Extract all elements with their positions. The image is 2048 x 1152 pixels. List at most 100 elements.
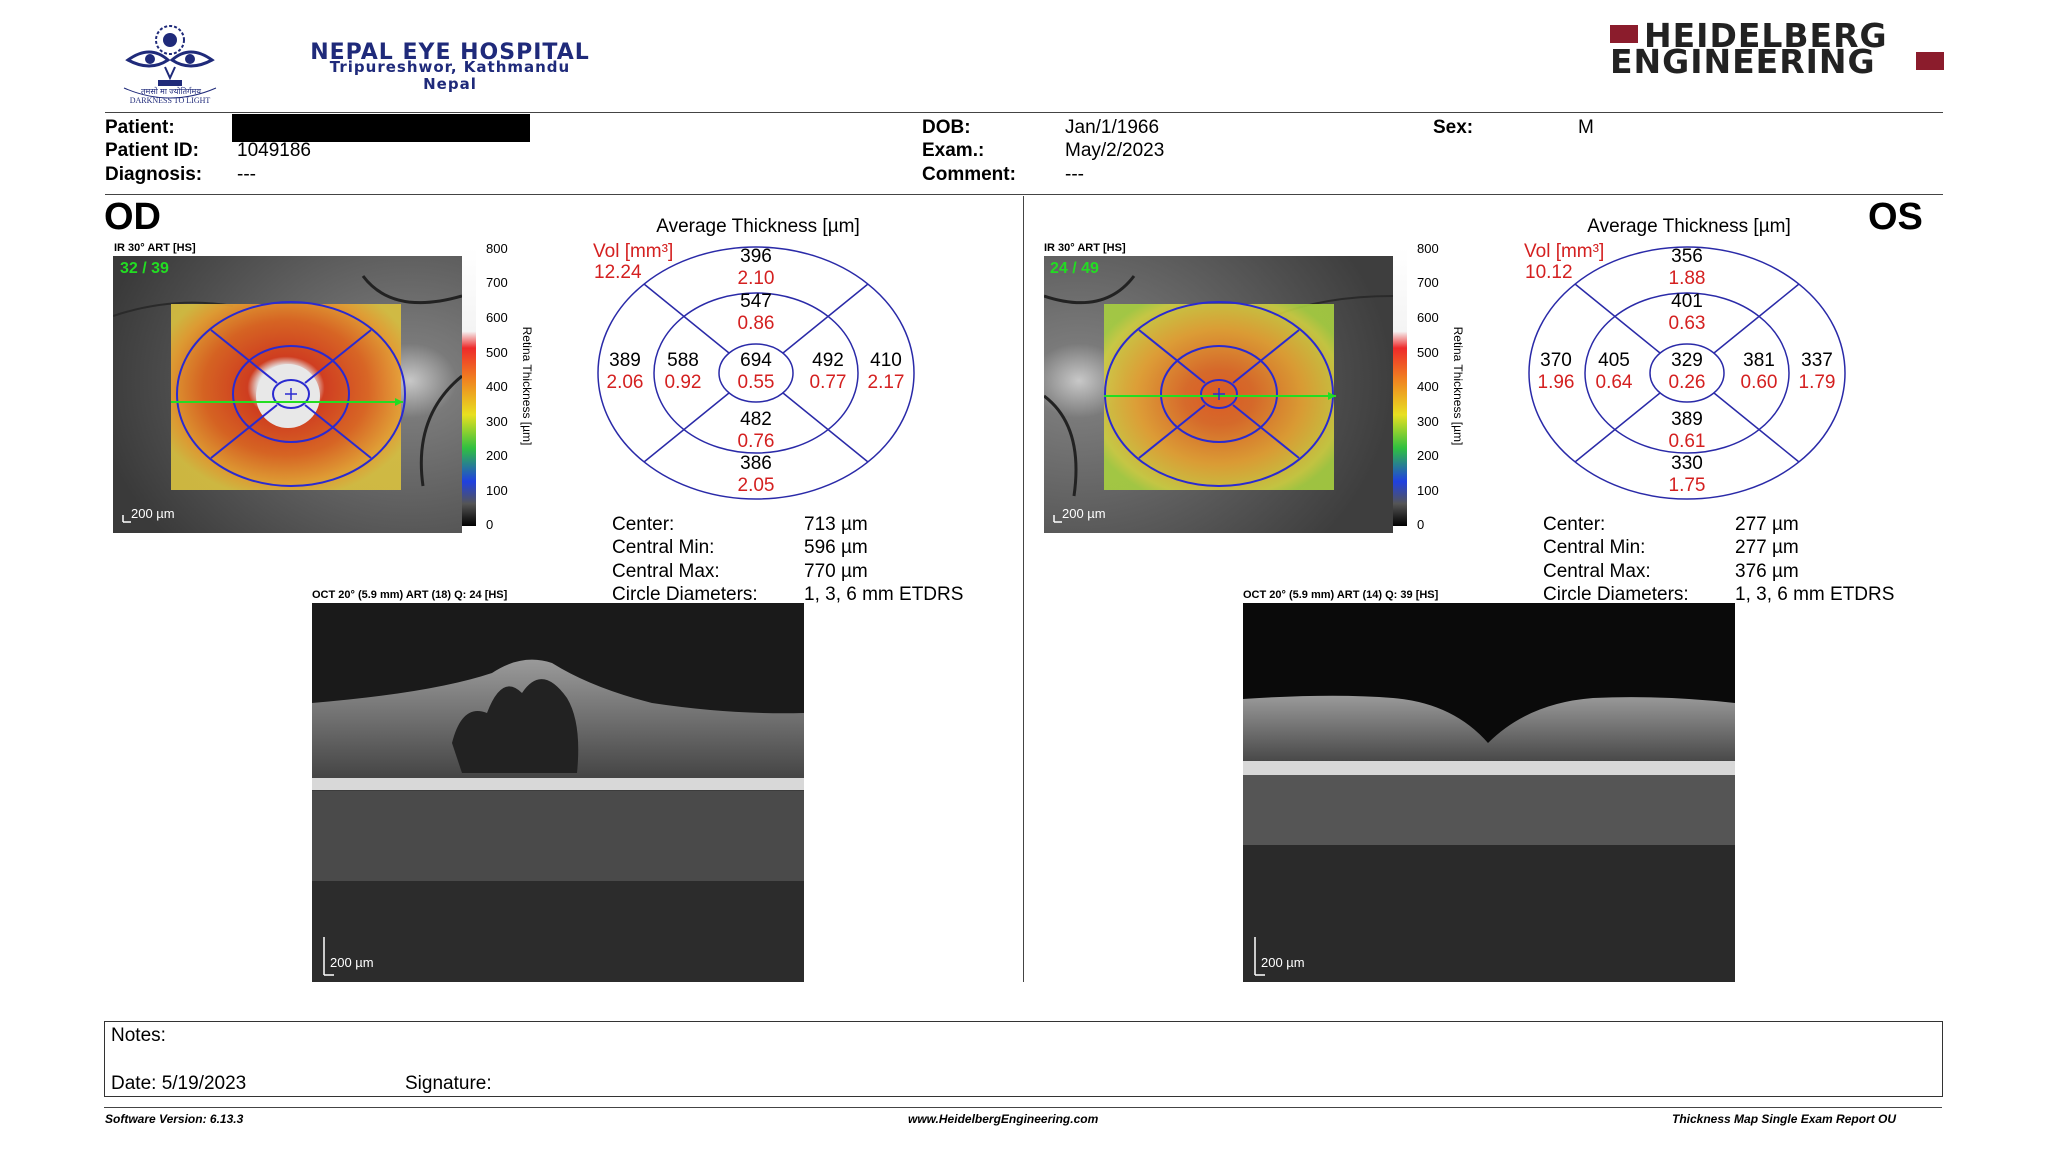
hospital-address: Tripureshwor, Kathmandu [329, 58, 571, 76]
os-stat-value: 1, 3, 6 mm ETDRS [1735, 584, 1895, 605]
comment-label: Comment: [922, 164, 1016, 185]
os-etdrs-grid [1527, 245, 1847, 502]
os-center-thickness: 329 [1671, 350, 1703, 371]
brand-line2: ENGINEERING [1610, 42, 1876, 81]
od-stat-value: 1, 3, 6 mm ETDRS [804, 584, 964, 605]
os-colorbar [1393, 248, 1407, 526]
footer-divider [104, 1107, 1942, 1108]
od-oct-label: OCT 20° (5.9 mm) ART (18) Q: 24 [HS] [312, 589, 508, 601]
notes-box[interactable] [104, 1021, 1943, 1097]
od-side-label: OD [104, 196, 161, 238]
od-stat-row: Central Min: [612, 537, 714, 559]
od-outer-bottom-volume: 2.05 [737, 475, 775, 496]
od-outer-left: 389 2.06 [600, 350, 650, 394]
os-side-label: OS [1868, 196, 1923, 238]
os-inner-top-volume: 0.63 [1668, 313, 1706, 334]
os-ir-label: IR 30° ART [HS] [1044, 242, 1126, 254]
os-stat-row: Center: [1543, 514, 1605, 536]
od-center-volume: 0.55 [737, 372, 775, 393]
sex-value: M [1578, 117, 1594, 138]
od-outer-left-thickness: 389 [609, 350, 641, 371]
od-vol-label: Vol [mm³] [593, 241, 674, 262]
od-ir-label: IR 30° ART [HS] [114, 242, 196, 254]
od-tick-600: 600 [486, 310, 508, 325]
footer-url[interactable]: www.HeidelbergEngineering.com [908, 1112, 1099, 1126]
od-stat-label: Circle Diameters: [612, 584, 758, 605]
od-colorbar-ticks: 800 700 600 500 400 300 200 100 0 [480, 241, 520, 541]
os-stat-row: Central Max: [1543, 561, 1651, 583]
date-label: Date: 5/19/2023 [111, 1073, 247, 1094]
os-inner-bottom: 389 0.61 [1662, 409, 1712, 453]
sex-label: Sex: [1433, 117, 1474, 138]
os-stat-label: Central Min: [1543, 537, 1646, 558]
od-vol-value: 12.24 [594, 262, 642, 283]
od-inner-bottom-thickness: 482 [740, 409, 772, 430]
notes-label: Notes: [111, 1025, 166, 1046]
od-outer-top-thickness: 396 [740, 246, 772, 267]
patient-id-value: 1049186 [237, 140, 311, 161]
od-stat-row: Circle Diameters: [612, 584, 758, 606]
brand-block-top [1610, 25, 1638, 43]
os-stat-value: 277 µm [1735, 514, 1799, 535]
os-stat-value: 277 µm [1735, 537, 1799, 558]
os-center: 329 0.26 [1662, 350, 1712, 394]
od-oct-scale: 200 µm [330, 955, 374, 970]
os-inner-top-thickness: 401 [1671, 291, 1703, 312]
od-stat-row: Central Max: [612, 561, 720, 583]
od-frame-counter: 32 / 39 [120, 260, 169, 277]
od-stat-value: 770 µm [804, 561, 868, 582]
os-tick-600: 600 [1417, 310, 1439, 325]
logo-motto: DARKNESS TO LIGHT [129, 96, 211, 105]
os-stat-label: Circle Diameters: [1543, 584, 1689, 605]
logo-script: तमसो मा ज्योतिर्गमय [141, 87, 201, 96]
os-inner-right: 381 0.60 [1734, 350, 1784, 394]
od-colorbar-label: Retina Thickness [µm] [520, 326, 534, 446]
od-inner-top-thickness: 547 [740, 291, 772, 312]
os-inner-right-thickness: 381 [1743, 350, 1775, 371]
brand-block-bottom [1916, 52, 1944, 70]
patient-label: Patient: [105, 117, 175, 138]
od-stat-row: Center: [612, 514, 674, 536]
os-inner-bottom-thickness: 389 [1671, 409, 1703, 430]
center-divider [1023, 196, 1024, 982]
os-tick-500: 500 [1417, 345, 1439, 360]
od-stat-label: Center: [612, 514, 675, 535]
os-inner-left-volume: 0.64 [1595, 372, 1633, 393]
od-fundus-image [112, 256, 463, 533]
hospital-country: Nepal [423, 75, 477, 93]
os-outer-left-thickness: 370 [1540, 350, 1572, 371]
od-tick-700: 700 [486, 275, 508, 290]
od-inner-left-thickness: 588 [667, 350, 699, 371]
software-version: Software Version: 6.13.3 [105, 1112, 244, 1126]
exam-value: May/2/2023 [1065, 140, 1165, 161]
os-vol-label: Vol [mm³] [1524, 241, 1605, 262]
brand-line1: HEIDELBERG [1644, 16, 1888, 55]
os-vol-value: 10.12 [1525, 262, 1573, 283]
os-outer-bottom-volume: 1.75 [1668, 475, 1706, 496]
hospital-name: NEPAL EYE HOSPITAL [310, 40, 590, 65]
os-outer-right-volume: 1.79 [1798, 372, 1836, 393]
od-outer-right-thickness: 410 [870, 350, 902, 371]
comment-value: --- [1065, 164, 1084, 185]
os-inner-right-volume: 0.60 [1740, 372, 1778, 393]
os-inner-top: 401 0.63 [1662, 291, 1712, 335]
os-outer-bottom: 330 1.75 [1662, 453, 1712, 497]
od-tick-500: 500 [486, 345, 508, 360]
os-outer-bottom-thickness: 330 [1671, 453, 1703, 474]
patient-id-label: Patient ID: [105, 140, 199, 161]
exam-label: Exam.: [922, 140, 985, 161]
od-outer-top: 396 2.10 [731, 246, 781, 290]
heidelberg-logo: HEIDELBERG ENGINEERING [1610, 16, 1945, 81]
od-outer-left-volume: 2.06 [606, 372, 644, 393]
od-inner-right: 492 0.77 [803, 350, 853, 394]
os-inner-left-thickness: 405 [1598, 350, 1630, 371]
os-tick-400: 400 [1417, 379, 1439, 394]
os-oct-label: OCT 20° (5.9 mm) ART (14) Q: 39 [HS] [1243, 589, 1439, 601]
os-center-volume: 0.26 [1668, 372, 1706, 393]
os-oct-scale: 200 µm [1261, 955, 1305, 970]
os-outer-right: 337 1.79 [1792, 350, 1842, 394]
od-inner-right-thickness: 492 [812, 350, 844, 371]
os-outer-left-volume: 1.96 [1537, 372, 1575, 393]
od-stat-value: 713 µm [804, 514, 868, 535]
od-ir-scale: 200 µm [131, 506, 175, 521]
